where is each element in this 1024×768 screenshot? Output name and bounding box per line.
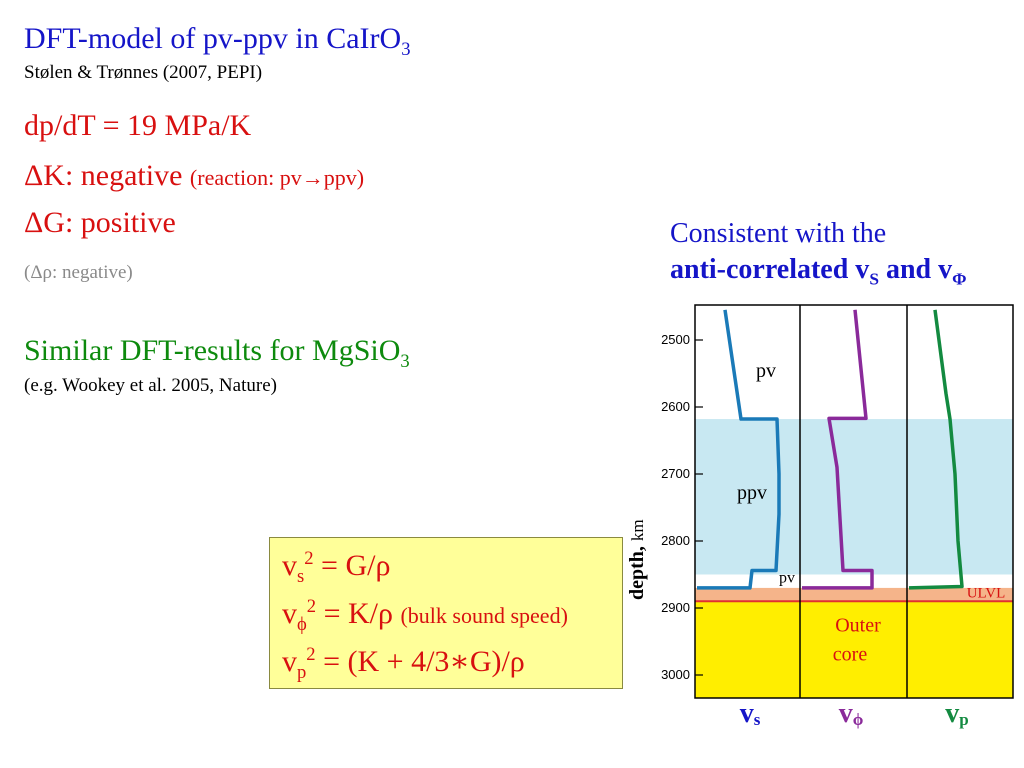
- formula-vp-rhs: = (K + 4/3∗G)/ρ: [315, 645, 525, 678]
- similar-main: Similar DFT-results for MgSiO: [24, 334, 401, 367]
- column-label-sub: s: [754, 710, 761, 729]
- formula-vphi-sub: ϕ: [297, 614, 307, 635]
- formula-vphi-rhs: = K/ρ: [316, 597, 401, 630]
- column-label-v: v: [945, 698, 959, 729]
- formula-vs-sup: 2: [304, 548, 314, 569]
- consistency-note: Consistent with the anti-correlated vS a…: [670, 216, 967, 298]
- formula-vphi-sup: 2: [306, 596, 317, 617]
- slide-title: DFT-model of pv-ppv in CaIrO3: [24, 22, 410, 61]
- column-label-2: vp: [945, 698, 968, 729]
- delta-k-text: ΔK: negative: [24, 159, 190, 192]
- vs-subscript: S: [869, 269, 879, 289]
- title-main: DFT-model of pv-ppv in CaIrO: [24, 22, 402, 55]
- column-label-0: vs: [740, 698, 761, 729]
- consistency-line-2: anti-correlated vS and vΦ: [670, 252, 967, 298]
- consistency-line-1: Consistent with the: [670, 218, 887, 249]
- depth-tick-label: 2500: [661, 332, 690, 347]
- formula-vp-sup: 2: [306, 644, 316, 665]
- depth-axis-label-bold: depth,: [626, 541, 648, 600]
- label-ulvl: ULVL: [967, 585, 1006, 601]
- depth-tick-label: 3000: [661, 667, 690, 682]
- column-label-v: v: [740, 698, 754, 729]
- label-pv-bottom: pv: [779, 570, 795, 587]
- label-core: core: [833, 643, 868, 665]
- outer-core-region: [695, 601, 1013, 698]
- and-v-text: and v: [878, 254, 953, 285]
- delta-rho-line: (Δρ: negative): [24, 262, 133, 283]
- vp-profile: [908, 309, 964, 590]
- formula-vs-sub: s: [297, 566, 305, 587]
- column-label-v: v: [839, 698, 853, 729]
- column-label-1: vϕ: [839, 698, 864, 729]
- diagram-frame: [694, 304, 1014, 699]
- formula-vp-v: v: [282, 645, 297, 678]
- label-outer: Outer: [835, 614, 881, 636]
- delta-k-note: (reaction: pv→ppv): [189, 165, 365, 190]
- clapeyron-slope-line: dp/dT = 19 MPa/K: [24, 109, 252, 142]
- depth-tick-label: 2900: [661, 600, 690, 615]
- delta-g-line: ΔG: positive: [24, 206, 176, 239]
- formula-box: vs2 = G/ρ vϕ2 = K/ρ (bulk sound speed) v…: [269, 537, 623, 689]
- similar-reference: (e.g. Wookey et al. 2005, Nature): [24, 375, 277, 396]
- similar-results-heading: Similar DFT-results for MgSiO3: [24, 334, 410, 373]
- formula-vs: vs2 = G/ρ: [282, 548, 390, 588]
- formula-vphi-v: v: [282, 597, 297, 630]
- vphi-subscript: Φ: [952, 269, 967, 289]
- formula-vp-sub: p: [297, 662, 307, 683]
- title-subscript: 3: [401, 39, 411, 60]
- depth-tick-label: 2800: [661, 533, 690, 548]
- depth-tick-label: 2600: [661, 399, 690, 414]
- formula-vs-v: v: [282, 549, 297, 582]
- depth-axis-label: depth, km: [626, 519, 648, 600]
- anticorrelated-text: anti-correlated v: [670, 254, 870, 285]
- depth-tick-label: 2700: [661, 466, 690, 481]
- vs-profile: [697, 309, 781, 590]
- column-label-sub: ϕ: [853, 710, 864, 729]
- formula-vs-rhs: = G/ρ: [313, 549, 391, 582]
- similar-subscript: 3: [400, 351, 410, 372]
- formula-vphi-note: (bulk sound speed): [400, 603, 568, 628]
- delta-k-line: ΔK: negative (reaction: pv→ppv): [24, 159, 364, 193]
- depth-axis-unit: km: [628, 519, 647, 541]
- label-pv-top: pv: [756, 360, 776, 382]
- column-label-sub: p: [959, 710, 968, 729]
- formula-vphi: vϕ2 = K/ρ (bulk sound speed): [282, 596, 568, 636]
- vphi-profile: [802, 309, 874, 590]
- label-ppv: ppv: [737, 482, 767, 504]
- slide-subtitle: Stølen & Trønnes (2007, PEPI): [24, 62, 263, 83]
- formula-vp: vp2 = (K + 4/3∗G)/ρ: [282, 644, 525, 684]
- ulvl-band: [695, 587, 1013, 602]
